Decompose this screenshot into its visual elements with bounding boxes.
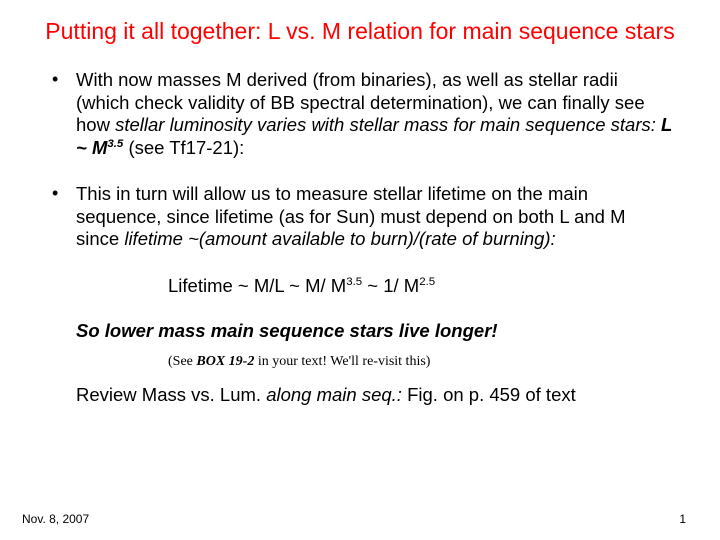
footer-date: Nov. 8, 2007 <box>22 512 89 526</box>
footer-page-number: 1 <box>679 512 686 526</box>
see-box-note: (See BOX 19-2 in your text! We'll re-vis… <box>48 354 672 370</box>
review-line: Review Mass vs. Lum. along main seq.: Fi… <box>48 384 672 406</box>
lifetime-formula: Lifetime ~ M/L ~ M/ M3.5 ~ 1/ M2.5 <box>48 275 672 298</box>
seebox-c: in your text! We'll re-visit this) <box>254 354 430 369</box>
review-c: Fig. on p. 459 of text <box>407 384 576 405</box>
conclusion-line: So lower mass main sequence stars live l… <box>48 320 672 342</box>
review-b: along main seq.: <box>266 384 407 405</box>
bullet-2: This in turn will allow us to measure st… <box>48 183 672 251</box>
formula-exp1: 3.5 <box>346 276 362 288</box>
bullet2-text-b: lifetime ~(amount available to burn)/(ra… <box>124 228 555 249</box>
formula-b: ~ 1/ M <box>362 275 419 296</box>
bullet1-exp: 3.5 <box>107 138 123 150</box>
slide-title: Putting it all together: L vs. M relatio… <box>0 0 720 45</box>
seebox-b: BOX 19-2 <box>196 354 254 369</box>
bullet-1: With now masses M derived (from binaries… <box>48 69 672 159</box>
formula-a: Lifetime ~ M/L ~ M/ M <box>168 275 346 296</box>
slide-body: With now masses M derived (from binaries… <box>0 45 720 406</box>
formula-exp2: 2.5 <box>419 276 435 288</box>
bullet1-text-d: (see Tf17-21): <box>128 137 244 158</box>
review-a: Review Mass vs. Lum. <box>76 384 266 405</box>
seebox-a: (See <box>168 354 196 369</box>
bullet1-text-b: stellar luminosity varies with stellar m… <box>115 114 661 135</box>
